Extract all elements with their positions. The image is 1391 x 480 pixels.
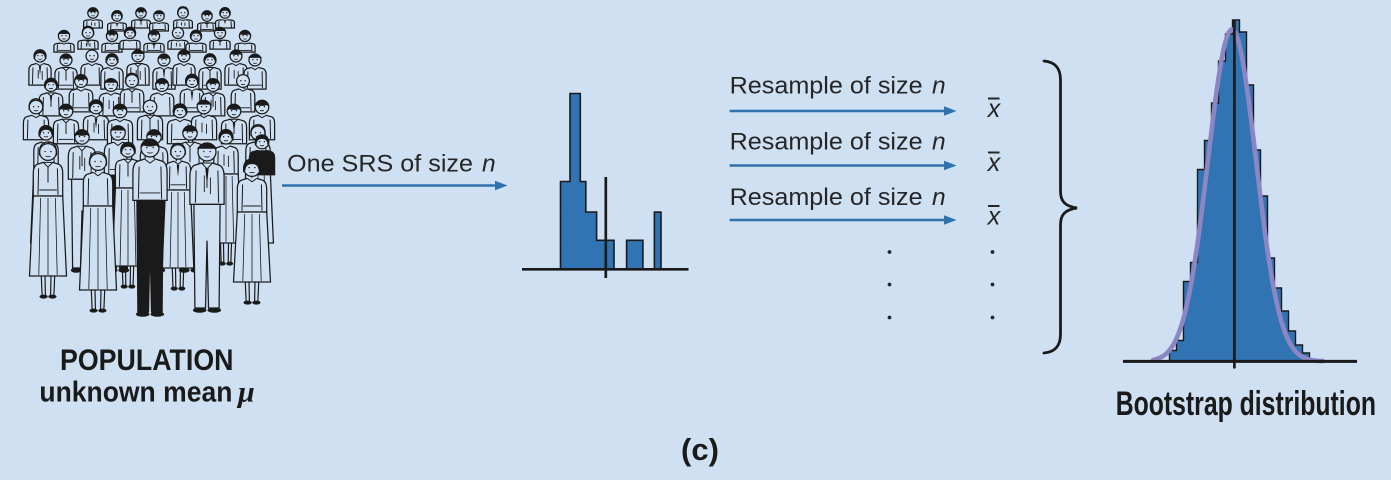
svg-text:One SRS of size: One SRS of size xyxy=(287,150,473,177)
svg-text:n: n xyxy=(932,129,946,156)
svg-text:x: x xyxy=(987,149,1002,177)
svg-text:n: n xyxy=(932,184,946,211)
svg-text:Bootstrap distribution: Bootstrap distribution xyxy=(1116,385,1376,423)
svg-text:n: n xyxy=(932,73,946,100)
svg-text:μ: μ xyxy=(236,376,255,409)
svg-text:x: x xyxy=(987,95,1002,123)
svg-text:Resample of size: Resample of size xyxy=(730,129,923,156)
svg-text:Resample of size: Resample of size xyxy=(730,73,923,100)
svg-text:(c): (c) xyxy=(681,432,719,467)
svg-text:n: n xyxy=(482,150,496,177)
svg-text:x: x xyxy=(987,203,1002,231)
svg-text:unknown mean: unknown mean xyxy=(39,377,232,409)
svg-text:Resample of size: Resample of size xyxy=(730,184,923,211)
svg-text:POPULATION: POPULATION xyxy=(60,344,234,377)
